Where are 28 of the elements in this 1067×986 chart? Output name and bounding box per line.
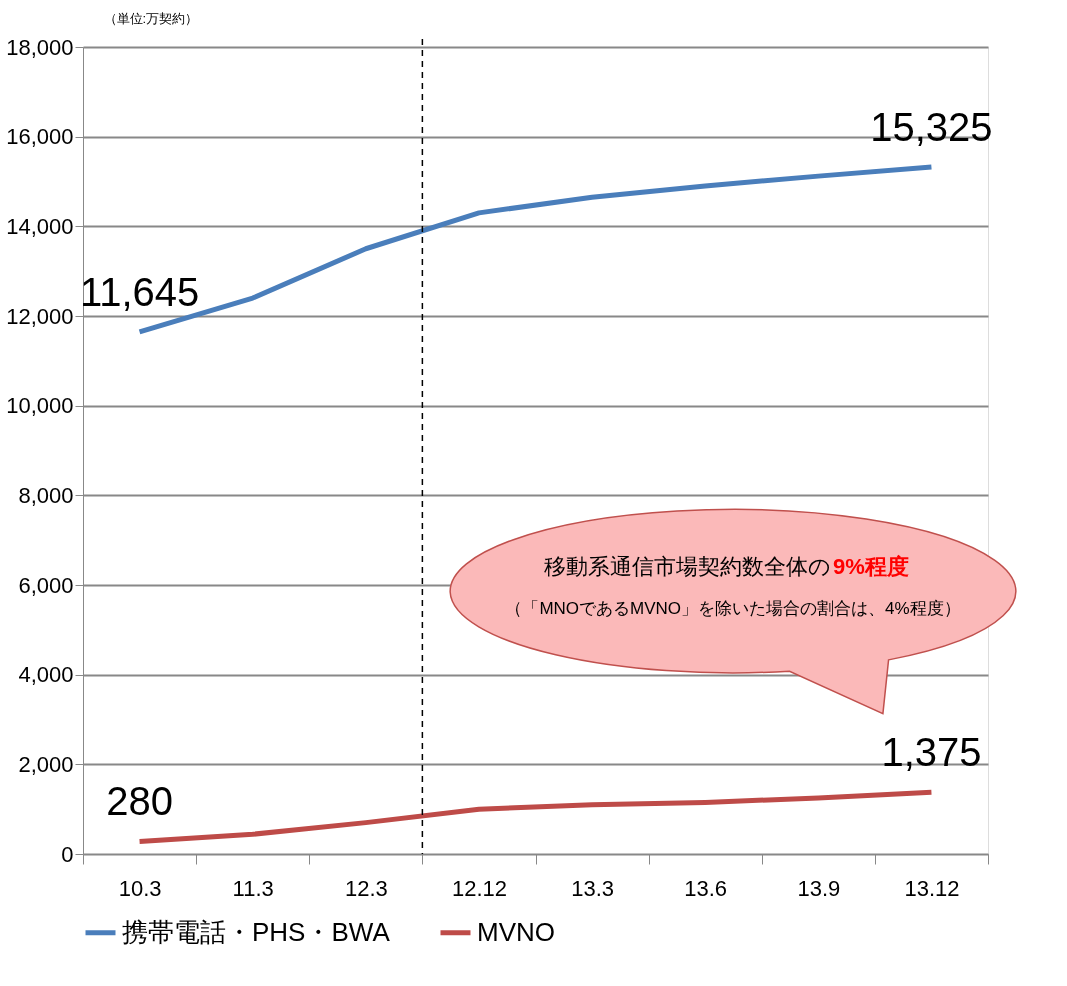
annotation: （「MNOであるMVNO」を除いた場合の割合は、4%程度） (505, 599, 961, 618)
x-tick-label: 12.12 (451, 875, 507, 901)
y-tick-label: 18,000 (6, 34, 74, 60)
y-axis-title: （単位:万契約） (103, 10, 199, 26)
y-tick-label: 4,000 (18, 662, 74, 688)
y-tick-label: 12,000 (6, 303, 74, 329)
y-tick-label: 10,000 (6, 393, 74, 419)
y-tick-label: 8,000 (18, 482, 74, 508)
data-label: 280 (106, 779, 173, 824)
data-label: 1,375 (881, 730, 982, 775)
x-tick-label: 13.6 (684, 875, 728, 901)
x-tick-label: 11.3 (232, 875, 274, 901)
legend-label: MVNO (477, 916, 555, 947)
y-tick-label: 16,000 (6, 124, 74, 150)
x-tick-label: 12.3 (344, 875, 388, 901)
annotation: 9%程度 (833, 554, 909, 579)
y-tick-label: 6,000 (18, 572, 74, 598)
y-tick-label: 2,000 (18, 751, 74, 777)
annotation: 移動系通信市場契約数全体の (544, 554, 831, 579)
y-tick-label: 0 (61, 841, 74, 867)
x-tick-label: 13.9 (797, 875, 841, 901)
y-tick-label: 14,000 (6, 213, 74, 239)
data-label: 15,325 (870, 104, 993, 149)
legend-label: 携帯電話・PHS・BWA (122, 916, 391, 947)
x-tick-label: 10.3 (118, 875, 162, 901)
data-label: 11,645 (79, 269, 200, 314)
x-tick-label: 13.12 (904, 875, 960, 901)
x-tick-label: 13.3 (571, 875, 614, 901)
